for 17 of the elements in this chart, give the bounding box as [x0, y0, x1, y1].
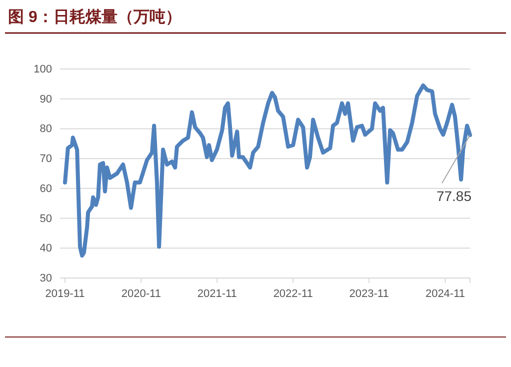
y-tick-label: 80 — [40, 123, 52, 136]
y-tick-label: 60 — [40, 182, 52, 195]
line-series — [63, 83, 472, 258]
y-tick-label: 50 — [40, 212, 52, 225]
y-tick-label: 40 — [40, 242, 52, 255]
x-tick-label: 2020-11 — [121, 288, 161, 300]
x-tick-label: 2024-11 — [425, 288, 466, 300]
y-tick-label: 30 — [40, 272, 52, 285]
x-tick-label: 2023-11 — [349, 288, 389, 300]
y-tick-label: 90 — [40, 93, 52, 106]
x-tick-label: 2022-11 — [273, 288, 313, 300]
annotation: 77.85 — [436, 188, 472, 204]
x-tick-label: 2021-11 — [197, 288, 237, 300]
x-tick-label: 2019-11 — [45, 288, 85, 300]
y-tick-label: 100 — [34, 64, 52, 76]
y-tick-label: 70 — [40, 153, 52, 166]
chart-title: 图 9：日耗煤量（万吨） — [8, 8, 182, 26]
